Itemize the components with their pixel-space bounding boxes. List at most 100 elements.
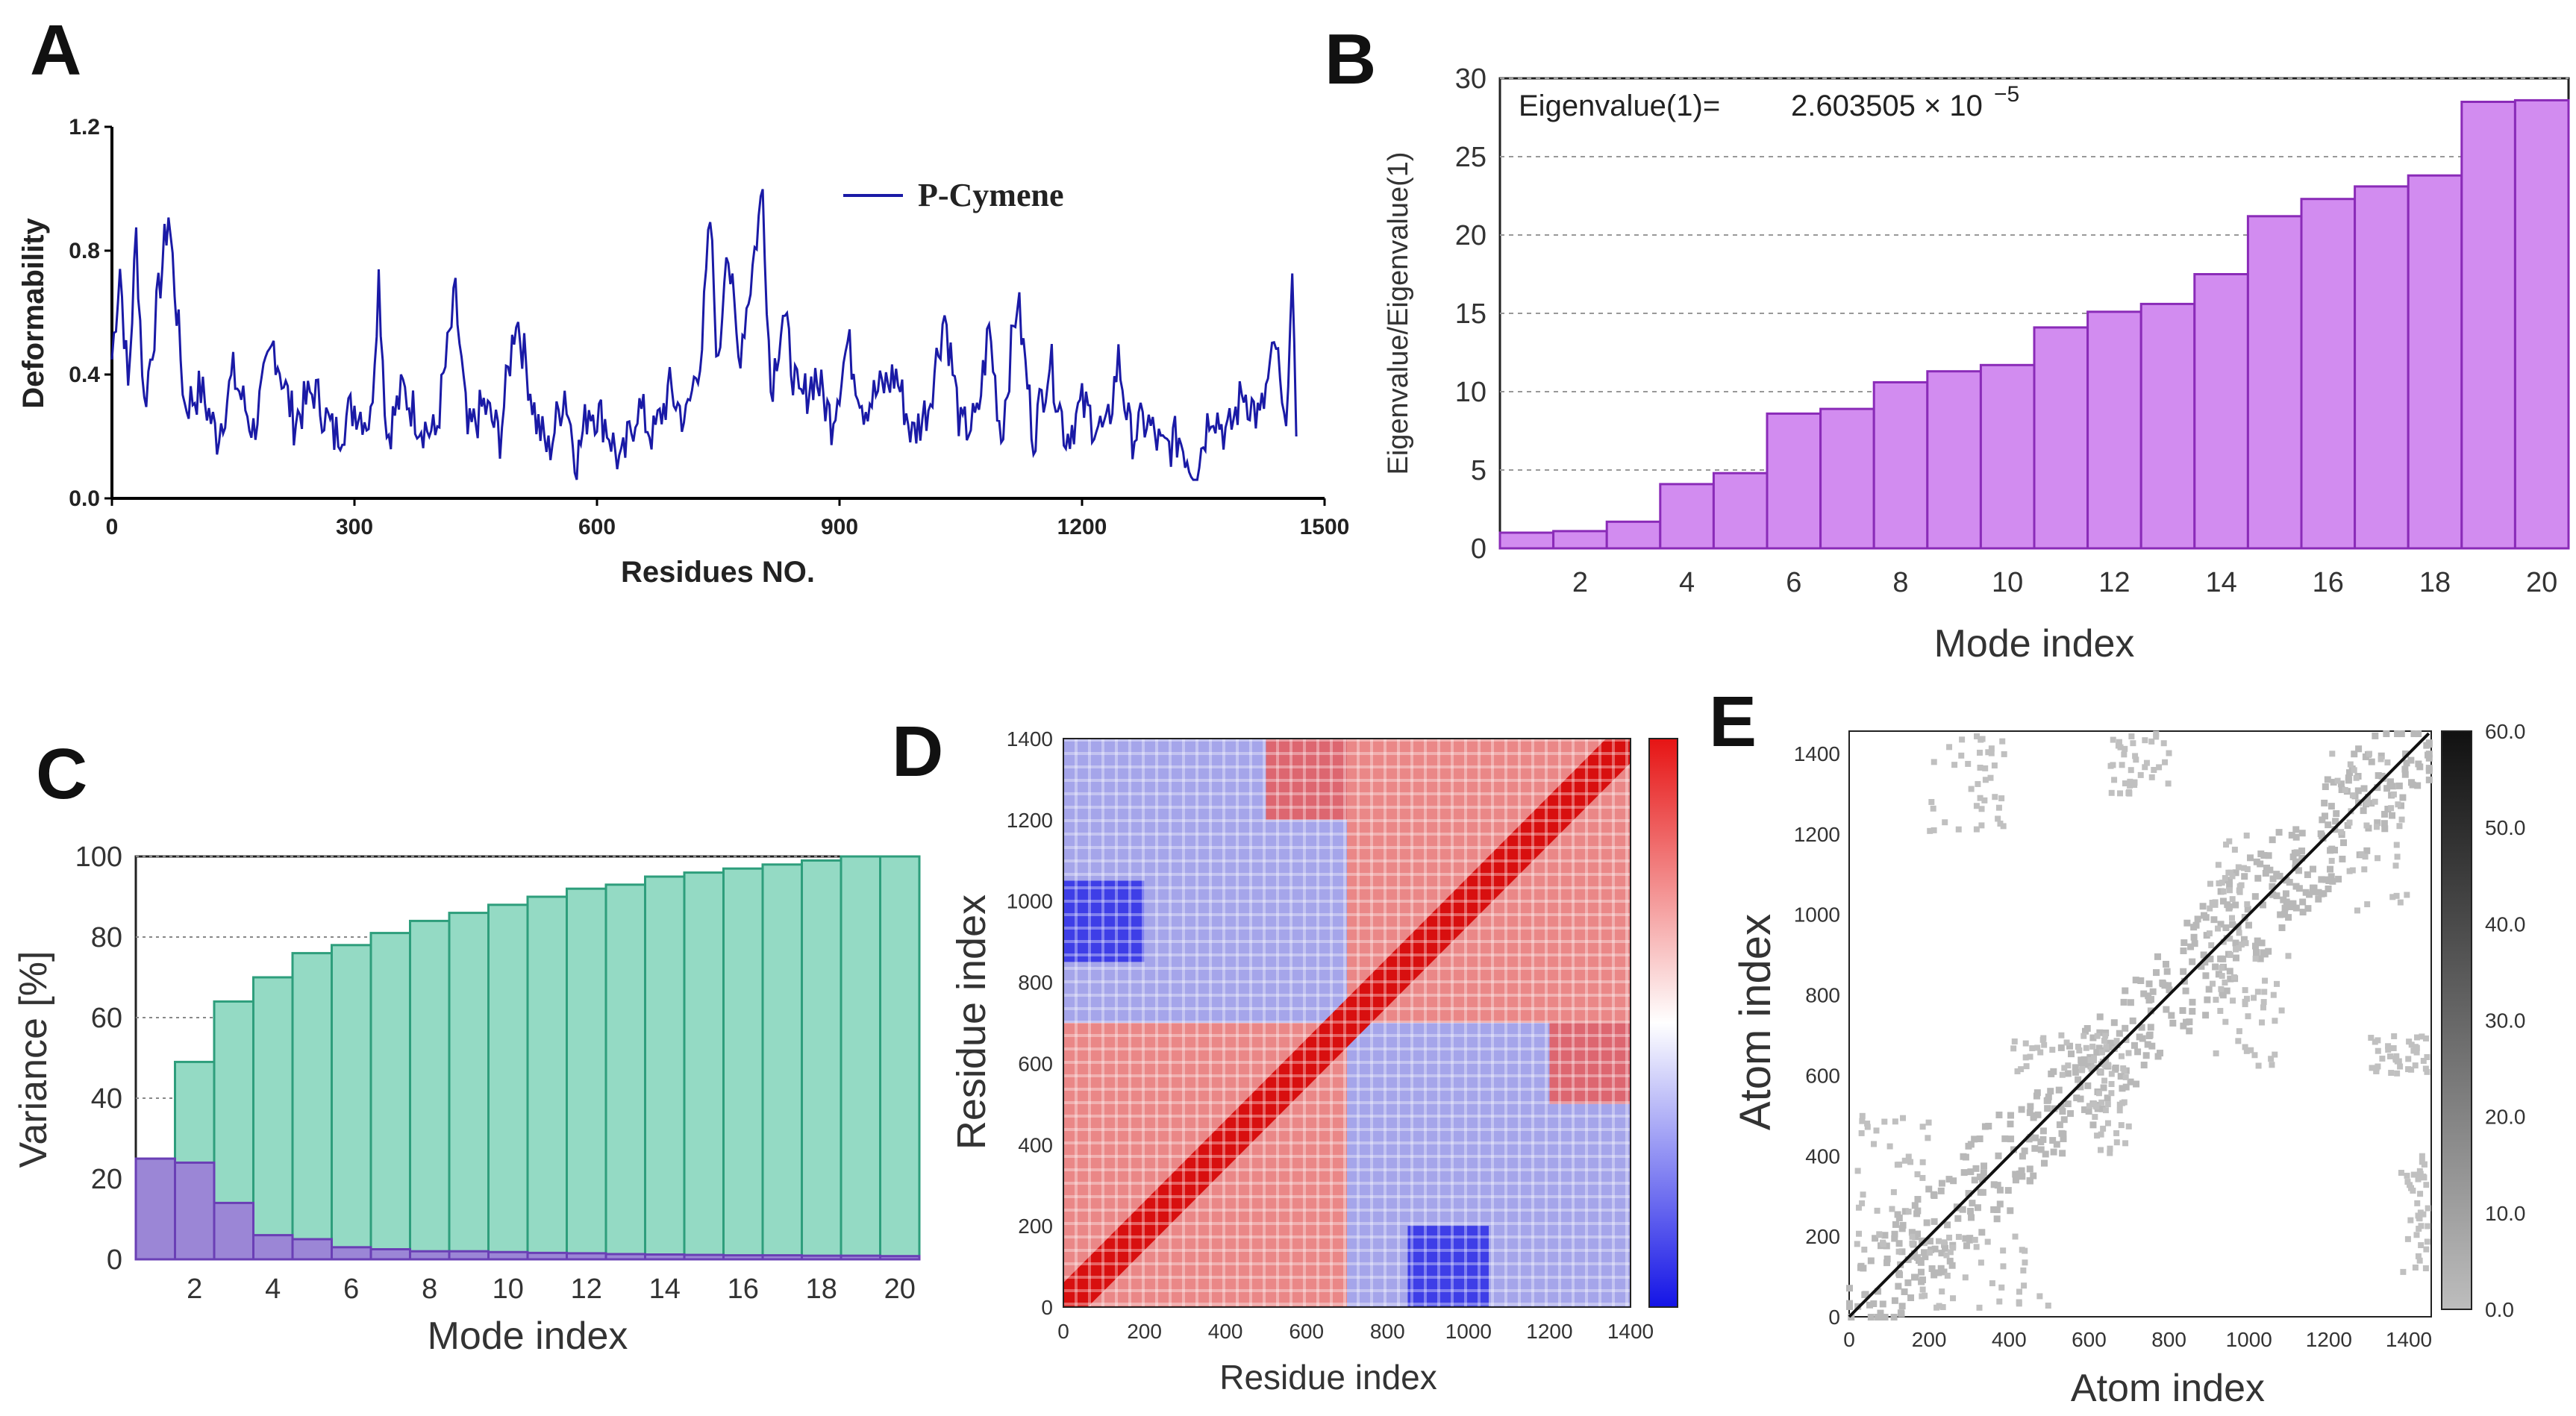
panel-e-contact <box>1967 1208 1975 1215</box>
panel-e-contact <box>2419 1033 2425 1040</box>
panel-b-bars <box>1498 98 2570 550</box>
panel-e-contact <box>2007 1135 2015 1143</box>
panel-e-contact <box>2041 1041 2048 1048</box>
panel-e-contact <box>2068 1050 2075 1058</box>
panel-e-contact <box>2225 904 2233 912</box>
panel-b-ytick-label: 20 <box>1455 220 1486 251</box>
panel-e-contact <box>2299 909 2307 916</box>
panel-e-contact <box>2227 975 2234 983</box>
panel-e-contact <box>2205 986 2213 993</box>
panel-e-contact <box>1988 750 1995 756</box>
panel-e-contact <box>2425 741 2433 748</box>
panel-e-contact <box>2212 963 2219 971</box>
panel-e-contact <box>2215 862 2222 868</box>
panel-e-contact <box>2349 792 2356 799</box>
panel-e-contacts <box>1846 730 2433 1321</box>
panel-e-contact <box>2245 1013 2251 1020</box>
panel-e-contact <box>2137 771 2144 778</box>
panel-e-contact <box>2202 1012 2210 1019</box>
panel-e-contact <box>2102 1107 2109 1114</box>
panel-e-contact <box>2059 1071 2066 1078</box>
panel-e-contact <box>2400 1268 2407 1275</box>
panel-e-contact <box>1971 1177 1978 1184</box>
panel-e-contact <box>2393 892 2400 899</box>
panel-e-contact <box>1931 1218 1938 1225</box>
panel-e-contact <box>2104 1120 2111 1127</box>
panel-a-xtick-label: 900 <box>821 515 858 539</box>
panel-e-contact <box>2012 1171 2019 1178</box>
panel-e-contact <box>2417 1191 2424 1197</box>
panel-e-contact <box>2153 969 2160 977</box>
panel-e-contact <box>1891 1230 1898 1238</box>
panel-e-contact <box>2407 1217 2414 1224</box>
panel-e-contact <box>1996 1186 2004 1194</box>
panel-e-contact <box>1941 1239 1948 1246</box>
panel-e-contact <box>1973 803 1980 809</box>
panel-e-contact <box>2073 1094 2081 1102</box>
panel-e-contact <box>2375 855 2381 862</box>
panel-e-contact <box>2228 869 2234 876</box>
panel-e-contact <box>2148 1042 2156 1050</box>
panel-e-contact <box>2328 857 2335 864</box>
panel-e-contact <box>2212 901 2219 908</box>
panel-e-contact <box>2130 740 2136 747</box>
panel-e-contact <box>2111 777 2118 783</box>
panel-c-xtick-label: 10 <box>493 1274 524 1305</box>
panel-b-ytick-label: 10 <box>1455 377 1486 408</box>
panel-e-contact <box>2345 769 2353 777</box>
panel-e-contact <box>1943 1252 1950 1259</box>
panel-e-contact <box>1954 1215 1962 1222</box>
panel-c-xtick-label: 4 <box>265 1274 281 1305</box>
panel-e-contact <box>2165 780 2172 787</box>
panel-e-contact <box>1992 794 1998 801</box>
panel-e-contact <box>1987 774 1994 781</box>
panel-e-contact <box>1966 1235 1974 1242</box>
panel-e-contact <box>1930 1191 1937 1198</box>
panel-e-contact <box>2346 868 2353 874</box>
panel-e-contact <box>2421 1161 2427 1168</box>
panel-e-contact <box>1881 1118 1888 1125</box>
panel-e-contact <box>2180 1022 2187 1030</box>
panel-e-contact <box>2272 1051 2278 1058</box>
panel-e-contact <box>2145 997 2153 1004</box>
panel-e-contact <box>2115 742 2122 749</box>
panel-e-contact <box>2259 901 2266 909</box>
panel-e-contact <box>2189 1008 2196 1015</box>
panel-e-contact <box>1990 1206 1998 1213</box>
panel-e-contact <box>2129 1017 2136 1024</box>
panel-e-contact <box>2289 853 2297 861</box>
panel-e-contact <box>2037 1049 2044 1056</box>
panel-e-contact <box>1958 752 1965 759</box>
panel-e-contact <box>2144 1041 2151 1048</box>
panel-c-individual-bar <box>840 1254 881 1261</box>
panel-e-contact <box>2227 936 2233 942</box>
panel-e-contact <box>2168 1012 2175 1019</box>
panel-e-contact <box>2103 1044 2110 1050</box>
panel-e-contact <box>2230 997 2236 1004</box>
panel-e-contact <box>2102 1062 2109 1068</box>
panel-e-ytick-label: 1200 <box>1794 823 1840 846</box>
panel-e-contact <box>1973 826 1980 833</box>
panel-e-contact <box>2338 786 2345 793</box>
panel-e-contact <box>2154 953 2161 960</box>
panel-e-contact <box>2390 1044 2397 1051</box>
panel-e-contact <box>2189 958 2196 965</box>
panel-e-contact <box>2059 1150 2066 1157</box>
panel-e-yticks: 0 200 400 600 800 1000 1200 1400 <box>1794 742 1840 1329</box>
panel-e-contact <box>2107 1145 2113 1152</box>
panel-e-contact <box>2310 888 2317 895</box>
panel-e-contact <box>2351 751 2358 758</box>
panel-e-contact <box>2232 954 2239 962</box>
panel-b-ytick-label: 5 <box>1471 455 1486 486</box>
panel-e-contact <box>2288 831 2295 839</box>
panel-e-contact <box>2023 1063 2030 1070</box>
panel-e-contact <box>2388 1070 2395 1077</box>
panel-e-contact <box>2318 876 2325 883</box>
panel-e-contact <box>2412 1264 2419 1271</box>
panel-e-contact <box>2140 1062 2148 1069</box>
panel-e-contact <box>2254 989 2261 995</box>
panel-e-contact <box>2233 946 2239 953</box>
panel-e-contact <box>2417 1209 2424 1216</box>
panel-e-contact <box>2292 858 2299 865</box>
panel-e-contact <box>2100 1084 2107 1091</box>
